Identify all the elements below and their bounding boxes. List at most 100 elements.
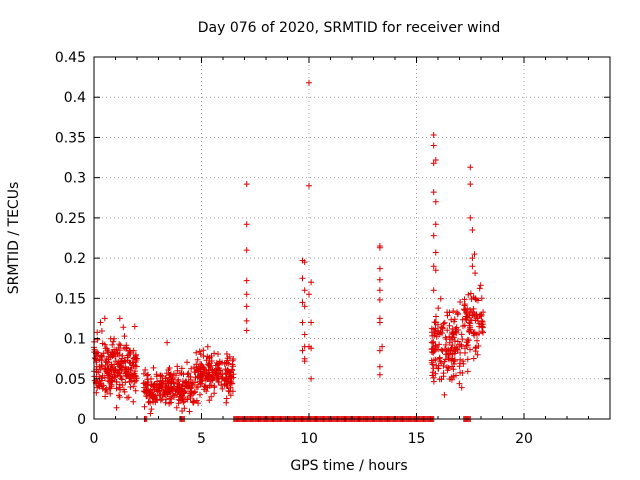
data-point	[141, 403, 148, 410]
data-point	[431, 329, 438, 335]
data-point	[428, 346, 435, 353]
x-tick-label: 5	[197, 431, 206, 447]
data-point	[474, 337, 480, 344]
data-point	[145, 371, 151, 378]
data-point	[457, 356, 464, 363]
data-point	[151, 393, 158, 400]
data-point	[153, 373, 160, 380]
data-point	[107, 390, 114, 397]
data-point	[432, 221, 439, 228]
data-point	[229, 388, 236, 395]
data-point	[197, 372, 203, 379]
data-point	[206, 371, 213, 378]
data-point	[98, 352, 105, 359]
data-point	[163, 390, 170, 397]
data-point	[462, 345, 468, 352]
data-point	[432, 319, 439, 326]
data-point	[301, 331, 308, 338]
data-point	[469, 263, 476, 270]
data-point	[467, 181, 474, 188]
data-point	[444, 312, 451, 319]
data-point	[151, 381, 158, 388]
data-point	[441, 319, 448, 326]
data-point	[172, 386, 179, 393]
data-point	[154, 378, 161, 385]
data-point	[196, 378, 203, 385]
data-point	[444, 327, 451, 334]
data-point	[206, 397, 213, 404]
data-point	[108, 381, 115, 388]
x-tick-label: 20	[515, 431, 533, 447]
data-point	[306, 182, 312, 189]
data-point	[450, 348, 457, 354]
data-point	[159, 396, 165, 402]
data-point	[219, 359, 225, 366]
data-point	[98, 328, 105, 334]
data-point	[96, 356, 103, 363]
data-point	[376, 296, 383, 303]
plot-frame	[93, 56, 611, 420]
data-point	[430, 263, 437, 270]
data-point	[121, 388, 128, 395]
y-tick-label: 0	[77, 412, 86, 428]
data-point	[113, 385, 120, 392]
data-point	[432, 157, 439, 163]
data-point	[116, 351, 123, 358]
data-point	[184, 359, 190, 366]
data-point	[159, 373, 166, 380]
data-point	[474, 331, 480, 338]
data-point	[432, 267, 439, 274]
data-point	[113, 404, 120, 411]
data-point	[243, 327, 250, 334]
data-point	[202, 376, 209, 383]
data-point	[148, 406, 155, 413]
y-tick-label: 0.45	[55, 50, 86, 66]
data-point	[229, 357, 236, 364]
data-point	[450, 330, 457, 337]
data-point	[299, 319, 306, 326]
data-point	[448, 376, 455, 383]
data-point	[477, 282, 484, 289]
data-point	[167, 399, 174, 406]
data-point	[308, 375, 315, 382]
data-point	[224, 357, 231, 364]
data-point	[442, 351, 449, 358]
data-point	[243, 291, 250, 298]
data-point	[219, 385, 226, 392]
data-point	[130, 355, 137, 362]
data-point	[430, 287, 437, 294]
data-point	[170, 380, 177, 387]
data-point	[451, 318, 457, 325]
data-point	[306, 79, 312, 86]
data-point	[195, 384, 201, 391]
data-point	[169, 374, 176, 381]
data-point	[438, 346, 445, 353]
data-point	[450, 366, 457, 373]
data-point	[441, 391, 448, 398]
data-point	[132, 387, 139, 394]
data-point	[125, 352, 131, 359]
data-point	[211, 390, 218, 397]
data-point	[441, 358, 448, 365]
data-point	[177, 389, 184, 396]
data-point	[457, 369, 464, 376]
data-point	[471, 251, 478, 258]
data-point	[376, 287, 383, 294]
data-point	[308, 319, 315, 326]
data-point	[216, 367, 223, 374]
y-tick-label: 0.4	[64, 90, 86, 106]
data-point	[156, 384, 163, 391]
data-point	[94, 384, 101, 391]
data-point	[179, 408, 186, 414]
data-point	[189, 399, 196, 406]
data-point	[376, 347, 383, 354]
data-point	[132, 351, 139, 358]
data-point	[221, 377, 228, 383]
data-point	[299, 275, 306, 282]
data-point	[194, 356, 201, 363]
data-point	[458, 341, 465, 348]
data-point	[480, 329, 486, 336]
data-point	[224, 380, 231, 387]
y-tick-labels: 0 0.05 0.1 0.15 0.2 0.25 0.3 0.35 0.4 0.45	[55, 50, 86, 428]
